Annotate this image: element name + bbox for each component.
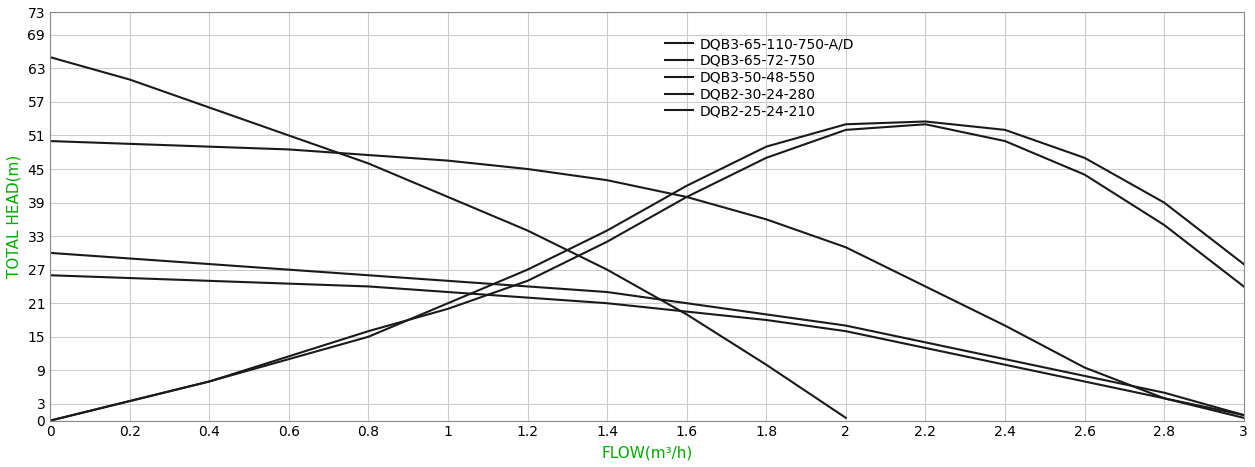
Legend: DQB3-65-110-750-A/D, DQB3-65-72-750, DQB3-50-48-550, DQB2-30-24-280, DQB2-25-24-: DQB3-65-110-750-A/D, DQB3-65-72-750, DQB… [660, 32, 860, 124]
Y-axis label: TOTAL HEAD(m): TOTAL HEAD(m) [8, 155, 21, 278]
X-axis label: FLOW(m³/h): FLOW(m³/h) [601, 445, 693, 460]
